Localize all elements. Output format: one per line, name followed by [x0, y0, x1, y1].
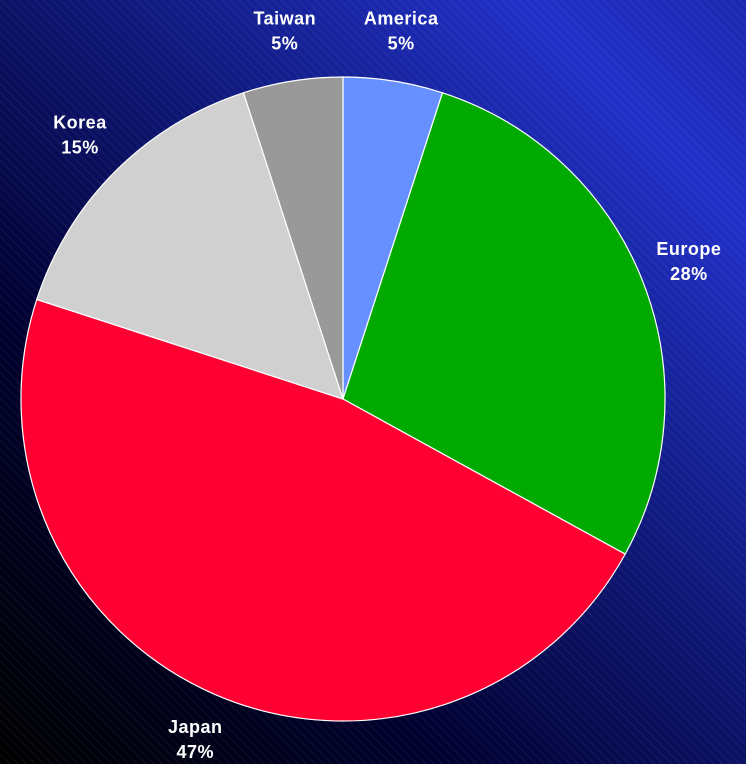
pie-slice [36, 92, 344, 400]
slice-label: Europe [656, 239, 721, 259]
pie-slice [20, 298, 626, 722]
slice-value-label: 5% [271, 33, 298, 53]
pie-slice [342, 92, 666, 555]
slice-label: Taiwan [253, 8, 316, 28]
slice-label: Korea [53, 113, 107, 133]
slice-value-label: 15% [61, 138, 99, 158]
slice-value-label: 47% [176, 742, 214, 762]
slice-value-label: 5% [388, 33, 415, 53]
pie-slice [242, 76, 344, 400]
slice-label: America [364, 8, 439, 28]
slice-value-label: 28% [670, 264, 708, 284]
slice-label: Japan [168, 717, 223, 737]
